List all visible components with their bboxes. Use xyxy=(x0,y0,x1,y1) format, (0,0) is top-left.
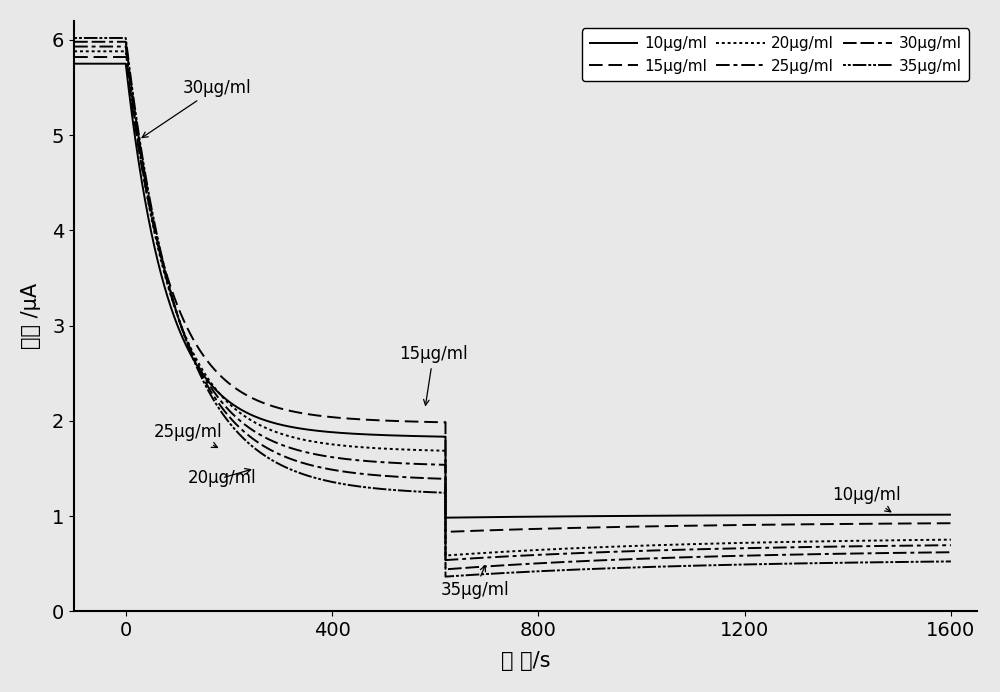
Text: 20μg/ml: 20μg/ml xyxy=(188,468,256,487)
Text: 30μg/ml: 30μg/ml xyxy=(142,78,251,138)
Line: 10μg/ml: 10μg/ml xyxy=(74,64,951,518)
30μg/ml xyxy=(925,548,937,556)
25μg/ml xyxy=(68,42,80,51)
35μg/ml xyxy=(764,560,776,568)
15μg/ml xyxy=(925,519,937,527)
10μg/ml xyxy=(925,511,937,519)
25μg/ml xyxy=(122,64,134,73)
15μg/ml xyxy=(460,527,472,535)
20μg/ml xyxy=(764,538,776,547)
25μg/ml xyxy=(624,547,636,556)
15μg/ml xyxy=(122,74,134,82)
20μg/ml xyxy=(925,536,937,544)
20μg/ml xyxy=(122,69,134,78)
15μg/ml xyxy=(68,53,80,61)
35μg/ml xyxy=(624,563,636,572)
25μg/ml xyxy=(925,541,937,549)
30μg/ml xyxy=(624,555,636,563)
35μg/ml xyxy=(68,34,80,42)
10μg/ml xyxy=(624,511,636,520)
Text: 15μg/ml: 15μg/ml xyxy=(399,345,468,406)
10μg/ml xyxy=(945,511,957,519)
30μg/ml xyxy=(122,60,134,68)
20μg/ml xyxy=(945,536,957,544)
10μg/ml xyxy=(439,513,451,522)
Line: 25μg/ml: 25μg/ml xyxy=(74,46,951,560)
10μg/ml xyxy=(122,82,134,91)
10μg/ml xyxy=(68,60,80,68)
30μg/ml xyxy=(68,37,80,46)
25μg/ml xyxy=(945,541,957,549)
15μg/ml xyxy=(945,519,957,527)
25μg/ml xyxy=(439,556,451,564)
10μg/ml xyxy=(899,511,911,519)
15μg/ml xyxy=(899,519,911,527)
35μg/ml xyxy=(460,571,472,579)
15μg/ml xyxy=(439,528,451,536)
20μg/ml xyxy=(68,47,80,55)
35μg/ml xyxy=(925,558,937,566)
Text: 35μg/ml: 35μg/ml xyxy=(440,565,509,599)
20μg/ml xyxy=(899,536,911,545)
25μg/ml xyxy=(764,543,776,552)
20μg/ml xyxy=(439,552,451,560)
20μg/ml xyxy=(624,542,636,550)
25μg/ml xyxy=(460,554,472,563)
Legend: 10μg/ml, 15μg/ml, 20μg/ml, 25μg/ml, 30μg/ml, 35μg/ml: 10μg/ml, 15μg/ml, 20μg/ml, 25μg/ml, 30μg… xyxy=(582,28,969,82)
30μg/ml xyxy=(899,549,911,557)
15μg/ml xyxy=(764,520,776,529)
Line: 15μg/ml: 15μg/ml xyxy=(74,57,951,532)
X-axis label: 时 间/s: 时 间/s xyxy=(501,651,550,671)
30μg/ml xyxy=(439,565,451,574)
30μg/ml xyxy=(764,551,776,559)
30μg/ml xyxy=(945,548,957,556)
10μg/ml xyxy=(764,511,776,519)
20μg/ml xyxy=(460,550,472,558)
Y-axis label: 电流 /μA: 电流 /μA xyxy=(21,283,41,349)
Text: 25μg/ml: 25μg/ml xyxy=(154,424,223,448)
Text: 10μg/ml: 10μg/ml xyxy=(832,486,901,512)
25μg/ml xyxy=(899,542,911,550)
Line: 35μg/ml: 35μg/ml xyxy=(74,38,951,576)
35μg/ml xyxy=(899,558,911,566)
Line: 20μg/ml: 20μg/ml xyxy=(74,51,951,556)
35μg/ml xyxy=(122,55,134,64)
15μg/ml xyxy=(624,522,636,531)
10μg/ml xyxy=(460,513,472,522)
30μg/ml xyxy=(460,564,472,572)
35μg/ml xyxy=(945,557,957,565)
35μg/ml xyxy=(439,572,451,581)
Line: 30μg/ml: 30μg/ml xyxy=(74,42,951,570)
